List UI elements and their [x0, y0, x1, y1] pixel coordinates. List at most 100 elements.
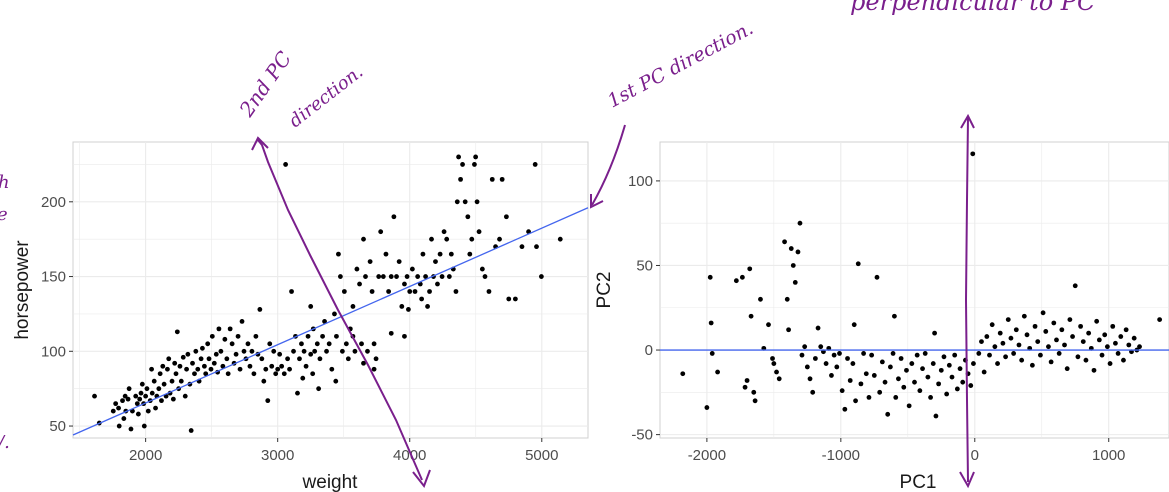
data-point	[839, 388, 845, 394]
data-point	[144, 386, 150, 392]
left-points	[92, 154, 563, 433]
data-point	[979, 339, 984, 344]
data-point	[125, 396, 131, 402]
data-point	[534, 244, 539, 250]
data-point	[138, 390, 144, 396]
data-point	[858, 381, 864, 387]
data-point	[361, 236, 366, 242]
weight-horsepower-panel: 2000 3000 4000 5000 50 100 150 200 weight hors…	[12, 141, 589, 492]
data-point	[259, 356, 265, 362]
data-point	[149, 390, 155, 396]
data-point	[782, 239, 787, 245]
data-point	[378, 229, 384, 235]
data-point	[253, 333, 259, 339]
data-point	[989, 322, 995, 328]
data-point	[116, 423, 122, 429]
data-point	[406, 307, 411, 312]
right-x-axis-label: PC1	[900, 472, 937, 492]
data-point	[997, 330, 1003, 336]
data-point	[941, 354, 947, 360]
data-point	[1005, 317, 1011, 322]
data-point	[770, 356, 775, 361]
data-point	[968, 383, 974, 388]
data-point	[823, 361, 829, 366]
data-point	[892, 313, 897, 319]
data-point	[205, 341, 211, 347]
data-point	[308, 304, 314, 309]
y-tick-label: 50	[636, 257, 653, 274]
data-point	[448, 251, 454, 257]
data-point	[359, 341, 364, 347]
data-point	[1118, 334, 1124, 339]
data-point	[1107, 361, 1113, 366]
data-point	[388, 330, 394, 336]
data-point	[92, 393, 97, 399]
data-point	[790, 263, 796, 268]
right-plot-area	[659, 141, 1169, 439]
data-point	[157, 371, 163, 377]
data-point	[747, 266, 753, 272]
data-point	[462, 199, 468, 205]
data-point	[812, 356, 818, 361]
left-x-axis-label: weight	[302, 472, 359, 492]
data-point	[786, 327, 791, 333]
data-point	[454, 199, 460, 205]
data-point	[901, 384, 907, 390]
data-point	[185, 351, 191, 357]
data-point	[866, 395, 872, 400]
data-point	[301, 348, 307, 354]
y-tick-label: 0	[645, 342, 653, 359]
data-point	[1056, 351, 1062, 356]
data-point	[121, 416, 127, 421]
data-point	[329, 366, 335, 372]
data-point	[1048, 359, 1054, 365]
data-point	[312, 348, 318, 354]
data-point	[936, 381, 942, 387]
right-x-ticks: -2000 -1000 0 1000	[688, 438, 1125, 464]
data-point	[173, 371, 179, 377]
pc-scores-panel: -2000 -1000 0 1000 -50 0 50 100 PC1 PC2	[594, 141, 1169, 492]
data-point	[225, 371, 231, 377]
data-point	[165, 366, 170, 372]
data-point	[896, 376, 901, 382]
data-point	[350, 304, 356, 309]
data-point	[992, 344, 998, 350]
data-point	[139, 381, 145, 387]
data-point	[303, 363, 309, 369]
data-point	[178, 378, 184, 384]
data-point	[1008, 335, 1014, 341]
data-point	[308, 351, 314, 357]
x-tick-label: -2000	[688, 447, 726, 464]
data-point	[220, 363, 226, 369]
data-point	[128, 426, 134, 432]
data-point	[1083, 357, 1089, 363]
data-point	[420, 251, 426, 257]
data-point	[133, 393, 139, 399]
data-point	[742, 384, 748, 390]
data-point	[425, 304, 430, 309]
data-point	[1094, 318, 1100, 324]
data-point	[1000, 340, 1006, 346]
data-point	[1029, 362, 1035, 368]
left-note-fragment-2: e	[0, 204, 8, 225]
data-point	[267, 341, 273, 347]
data-point	[831, 352, 837, 358]
data-point	[184, 366, 189, 372]
data-point	[733, 278, 739, 284]
right-points	[680, 151, 1163, 419]
x-tick-label: 3000	[261, 447, 294, 464]
data-point	[277, 351, 283, 357]
data-point	[369, 289, 375, 294]
data-point	[850, 361, 856, 366]
second-pc-label-line2: direction.	[285, 61, 367, 132]
data-point	[297, 356, 302, 362]
data-point	[265, 398, 271, 404]
data-point	[486, 289, 492, 294]
data-point	[419, 296, 425, 302]
data-point	[391, 214, 397, 220]
y-tick-label: 100	[628, 173, 653, 190]
data-point	[320, 333, 325, 339]
data-point	[1121, 357, 1126, 363]
data-point	[394, 274, 399, 279]
data-point	[795, 249, 801, 255]
